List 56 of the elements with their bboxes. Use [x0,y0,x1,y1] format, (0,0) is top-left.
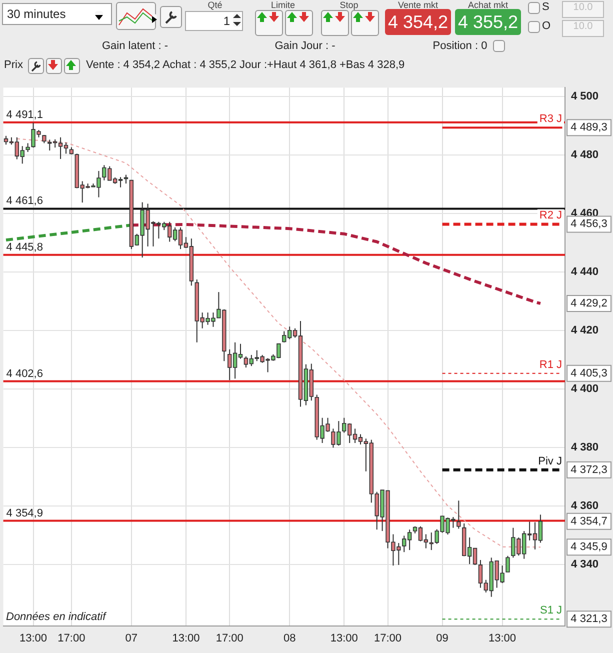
y-tick-label: 4 460 [571,207,599,220]
text: Limite [270,0,296,10]
text: Prix [4,59,23,71]
text: 1 [185,11,243,31]
text: Gain latent : - [100,40,170,52]
annotation: 4 489,3 [570,122,608,134]
x-tick-label: 17:00 [216,632,244,644]
x-tick-label: 07 [125,632,138,644]
text: Vente mkt [396,0,440,10]
annotation: 4 429,2 [570,297,608,310]
ref-line-label: 4 445,8 [6,241,43,254]
series-label: Piv J [538,455,562,468]
x-tick-label: 13:00 [20,632,48,644]
y-tick-label: 4 480 [571,148,599,161]
text: Position : 0 [432,40,488,52]
text: O [542,20,551,32]
series-label: R1 J [539,358,562,371]
annotation: 4 354,7 [570,515,608,528]
text: 4 354,2 [385,9,451,35]
annotation: 4 321,3 [570,613,608,626]
x-tick-label: 17:00 [374,632,402,644]
line-series [16,138,541,548]
text: S [542,1,550,13]
ref-line-label: 4 354,9 [6,507,43,520]
text: Gain Jour : - [274,40,336,52]
ref-line-label: 4 491,1 [6,108,43,121]
x-tick-label: 13:00 [330,632,358,644]
text: 4 355,2 [455,9,521,35]
x-tick-label: 13:00 [172,632,200,644]
text: Vente : 4 354,2 Achat : 4 355,2 Jour :+Haut 4 361,8 +Bas 4 328,9 [86,59,405,71]
ref-line-label: 4 402,6 [6,368,43,380]
y-tick-label: 4 500 [571,90,599,102]
text: Stop [338,0,360,10]
text: 10.0 [562,20,604,37]
series-label: R2 J [539,210,562,222]
text: Qté [206,0,224,10]
x-tick-label: 17:00 [58,632,86,644]
y-tick-label: 4 380 [571,441,599,454]
y-tick-label: 4 420 [571,324,599,336]
series-label: R3 J [539,113,562,126]
annotation: 4 345,9 [570,541,608,554]
annotation: Données en indicatif [6,611,106,623]
y-tick-label: 4 340 [571,558,599,570]
text: Achat mkt [466,0,509,10]
annotation: 4 456,3 [570,218,608,230]
text: 10.0 [562,1,604,18]
y-tick-label: 4 400 [571,382,599,395]
x-tick-label: 09 [436,632,448,644]
series-label: S1 J [540,604,562,617]
ref-line-label: 4 461,6 [6,195,43,208]
x-tick-label: 08 [283,632,296,644]
annotation: 4 372,3 [570,464,608,476]
annotation: 4 405,3 [570,367,608,380]
x-tick-label: 13:00 [488,632,516,644]
y-tick-label: 4 440 [571,266,599,278]
y-tick-label: 4 360 [571,500,599,512]
